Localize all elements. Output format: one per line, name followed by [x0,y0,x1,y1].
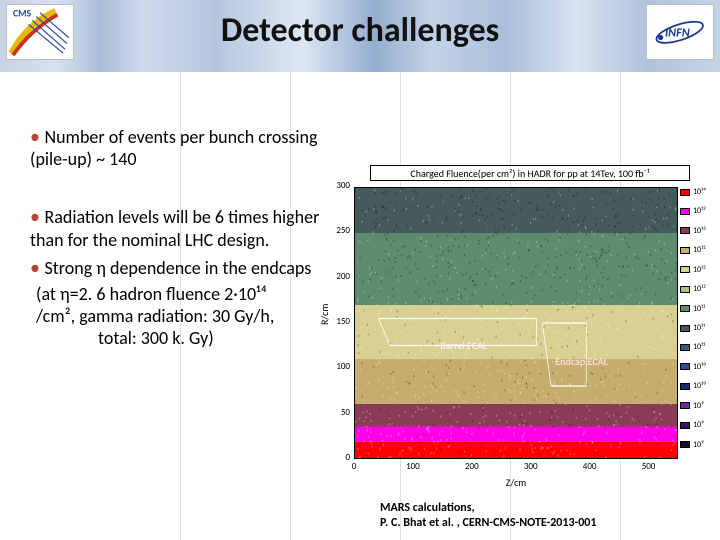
legend-label: 10¹² [693,284,706,294]
y-tick: 50 [326,408,350,417]
legend-label: 10⁹ [693,440,704,450]
chart-caption: MARS calculations, P. C. Bhat et al. , C… [380,501,596,530]
chart-xaxis: Z/cm 0100200300400500 [354,461,678,477]
legend-item: 10¹² [680,284,706,294]
bullet-3-text: Strong η dependence in the endcaps [44,257,311,279]
paren-line-2: /cm², gamma radiation: 30 Gy/h, [30,306,350,328]
legend-item: 10¹¹ [680,323,705,333]
legend-swatch [680,325,690,332]
legend-item: 10⁹ [680,401,704,411]
legend-label: 10¹¹ [693,342,705,352]
legend-label: 10¹⁴ [693,187,706,197]
x-tick: 200 [465,461,479,472]
bullet-1: Number of events per bunch crossing (pil… [30,125,350,171]
legend-label: 10¹³ [693,206,706,216]
y-tick: 0 [326,453,350,462]
caption-line-2: P. C. Bhat et al. , CERN-CMS-NOTE-2013-0… [380,516,596,530]
bullet-2: Radiation levels will be 6 times higher … [30,205,350,251]
legend-swatch [680,208,690,215]
y-tick: 300 [326,181,350,190]
x-tick: 500 [642,461,656,472]
legend-label: 10¹¹ [693,304,705,314]
legend-item: 10¹² [680,245,706,255]
legend-swatch [680,383,690,390]
legend-item: 10¹¹ [680,342,705,352]
x-tick: 100 [406,461,420,472]
chart-plot-area: Barrel ECAL Endcap ECAL [354,187,678,459]
legend-item: 10⁹ [680,420,704,430]
fluence-chart: Charged Fluence(per cm²) in HADR for pp … [320,165,714,475]
annot-endcap-ecal: Endcap ECAL [555,355,608,368]
legend-label: 10¹¹ [693,323,705,333]
legend-swatch [680,344,690,351]
legend-swatch [680,266,690,273]
legend-swatch [680,247,690,254]
bullet-1-text: Number of events per bunch crossing (pil… [30,126,317,170]
legend-label: 10¹⁰ [693,381,706,391]
bullets: Number of events per bunch crossing (pil… [30,125,350,350]
bullet-3: Strong η dependence in the endcaps [30,256,350,280]
legend-item: 10¹⁰ [680,381,706,391]
legend-item: 10¹³ [680,206,706,216]
legend-item: 10¹⁴ [680,187,706,197]
legend-label: 10¹² [693,245,706,255]
annot-barrel-ecal: Barrel ECAL [440,339,487,352]
legend-swatch [680,286,690,293]
legend-swatch [680,189,690,196]
legend-item: 10¹² [680,265,706,275]
slide-title: Detector challenges [0,10,720,51]
chart-yaxis: 050100150200250300 [326,185,352,461]
paren-line-3: total: 300 k. Gy) [30,328,350,350]
legend-item: 10¹¹ [680,304,705,314]
x-tick: 300 [524,461,538,472]
legend-label: 10¹³ [693,226,706,236]
x-tick: 400 [583,461,597,472]
paren-line-1: (at η=2. 6 hadron fluence 2·10¹⁴ [30,284,350,306]
x-tick: 0 [352,461,357,472]
chart-xlabel: Z/cm [506,476,527,489]
y-tick: 150 [326,317,350,326]
legend-label: 10¹⁰ [693,362,706,372]
legend-item: 10¹⁰ [680,362,706,372]
y-tick: 200 [326,272,350,281]
legend-label: 10¹² [693,265,706,275]
bullet-2-text: Radiation levels will be 6 times higher … [30,206,319,250]
legend-label: 10⁹ [693,401,704,411]
legend-item: 10⁹ [680,440,704,450]
y-tick: 100 [326,362,350,371]
legend-swatch [680,227,690,234]
legend-label: 10⁹ [693,420,704,430]
legend-swatch [680,422,690,429]
y-tick: 250 [326,226,350,235]
caption-line-1: MARS calculations, [380,501,596,515]
chart-title: Charged Fluence(per cm²) in HADR for pp … [370,165,690,181]
legend-swatch [680,402,690,409]
chart-legend: 10¹⁴ 10¹³ 10¹³ 10¹² 10¹² 10¹² 10¹¹ 10¹¹ 10¹¹ 10¹⁰… [680,187,714,459]
slide: CMS INFN Detector challenges Number of e… [0,0,720,540]
legend-swatch [680,441,690,448]
legend-swatch [680,305,690,312]
legend-swatch [680,363,690,370]
legend-item: 10¹³ [680,226,706,236]
